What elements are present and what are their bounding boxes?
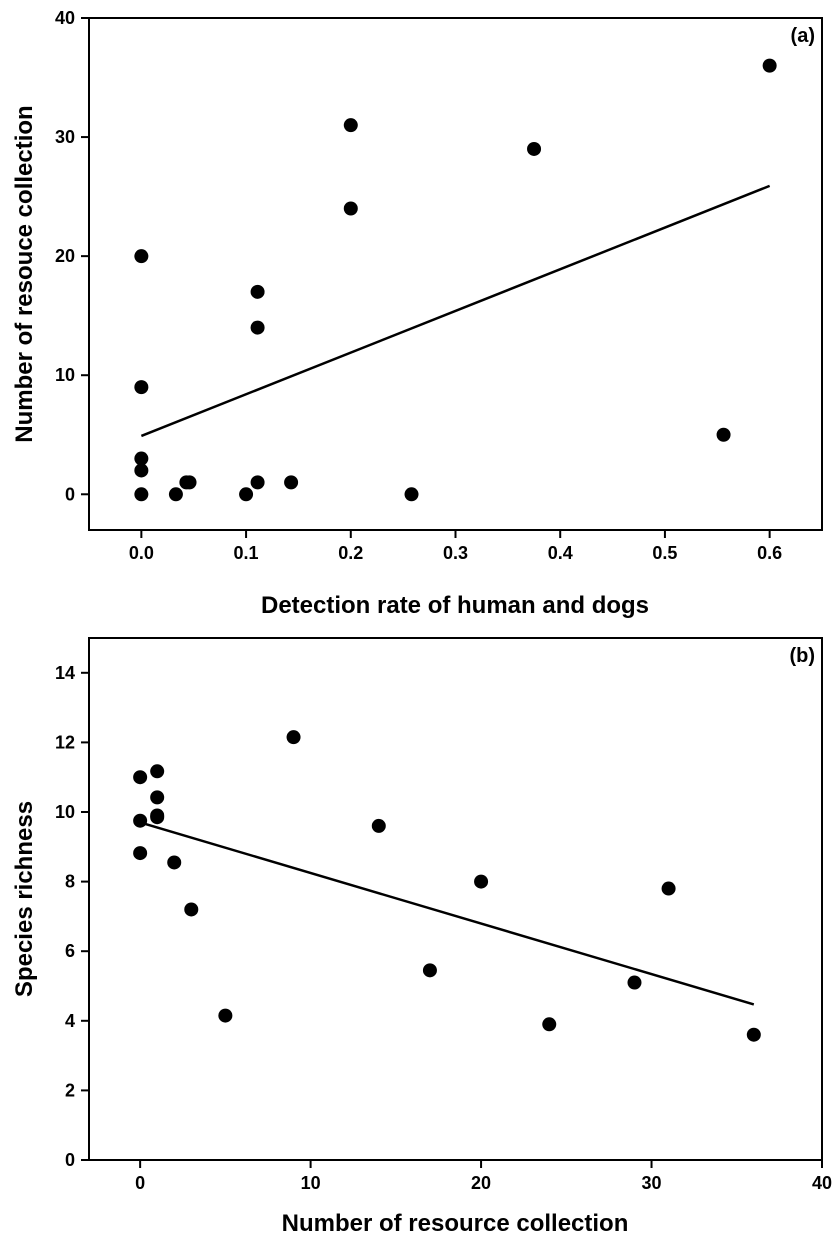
- panel-b-data-point: [150, 764, 165, 779]
- panel-b-points: [133, 730, 761, 1042]
- panel-a-data-point: [716, 427, 731, 442]
- panel-b-data-point: [371, 818, 386, 833]
- panel-a-y-tick-label: 20: [55, 246, 75, 266]
- panel-b: 0 10 20 30 40 0 2 4 6 8 10 12 14 (b) Number of reso…: [11, 637, 832, 1235]
- panel-b-data-point: [422, 963, 437, 978]
- panel-b-x-tick-label: 30: [642, 1173, 662, 1193]
- panel-b-data-point: [286, 730, 301, 745]
- panel-b-x-ticks: 0 10 20 30 40: [135, 1160, 832, 1193]
- panel-a-data-point: [239, 487, 254, 502]
- panel-b-y-tick-label: 2: [65, 1080, 75, 1100]
- panel-a-data-point: [343, 118, 358, 133]
- panel-a-y-tick-label: 0: [65, 484, 75, 504]
- panel-b-y-tick-label: 14: [55, 663, 75, 683]
- panel-a-y-tick-label: 30: [55, 127, 75, 147]
- panel-a-data-point: [250, 284, 265, 299]
- panel-b-y-tick-label: 0: [65, 1150, 75, 1170]
- panel-a-y-ticks: 0 10 20 30 40: [55, 8, 89, 504]
- panel-b-data-point: [661, 881, 676, 896]
- panel-b-y-tick-label: 4: [65, 1011, 75, 1031]
- panel-b-data-point: [746, 1027, 761, 1042]
- panel-a-x-ticks: 0.0 0.1 0.2 0.3 0.4 0.5 0.6: [129, 530, 782, 563]
- panel-a-x-tick-label: 0.1: [234, 543, 259, 563]
- panel-b-data-point: [474, 874, 489, 889]
- panel-a-fit-line: [140, 184, 771, 438]
- panel-a-data-point: [134, 487, 149, 502]
- panel-b-x-tick-label: 0: [135, 1173, 145, 1193]
- panel-a-x-axis-title: Detection rate of human and dogs: [261, 592, 649, 619]
- panel-a-data-point: [168, 487, 183, 502]
- panel-b-fit-line: [139, 821, 755, 1006]
- panel-b-data-point: [542, 1017, 557, 1032]
- panel-a-x-tick-label: 0.0: [129, 543, 154, 563]
- panel-b-data-point: [133, 813, 148, 828]
- panel-a-y-axis-title: Number of resouce collection: [11, 105, 38, 442]
- panel-a-data-point: [762, 58, 777, 73]
- panel-a-data-point: [134, 380, 149, 395]
- panel-a-data-point: [284, 475, 299, 490]
- panel-a-points: [134, 58, 777, 502]
- panel-a-tag: (a): [791, 25, 815, 47]
- panel-a-plot-frame: [88, 17, 823, 531]
- panel-a-x-tick-label: 0.4: [548, 543, 573, 563]
- panel-b-x-axis-title: Number of resource collection: [282, 1210, 629, 1235]
- panel-b-data-point: [167, 855, 182, 870]
- panel-b-x-tick-label: 40: [812, 1173, 832, 1193]
- panel-a-data-point: [134, 249, 149, 264]
- panel-b-tag: (b): [789, 645, 815, 667]
- panel-b-y-tick-label: 6: [65, 941, 75, 961]
- panel-a-x-tick-label: 0.3: [443, 543, 468, 563]
- panel-b-data-point: [150, 810, 165, 825]
- panel-a-y-tick-label: 10: [55, 365, 75, 385]
- panel-b-y-tick-label: 10: [55, 802, 75, 822]
- panel-b-y-ticks: 0 2 4 6 8 10 12 14: [55, 663, 89, 1170]
- panel-b-data-point: [627, 975, 642, 990]
- panel-b-data-point: [133, 770, 148, 785]
- panel-b-data-point: [218, 1008, 233, 1023]
- panel-a-data-point: [404, 487, 419, 502]
- panel-a-data-point: [527, 141, 542, 156]
- panel-a-x-tick-label: 0.2: [338, 543, 363, 563]
- panel-a-y-tick-label: 40: [55, 8, 75, 28]
- panel-b-plot-frame: [88, 637, 823, 1161]
- panel-a-data-point: [250, 320, 265, 335]
- panel-a-data-point: [134, 451, 149, 466]
- panel-b-data-point: [150, 790, 165, 805]
- panel-b-x-tick-label: 20: [471, 1173, 491, 1193]
- panel-b-x-tick-label: 10: [301, 1173, 321, 1193]
- panel-b-y-tick-label: 8: [65, 872, 75, 892]
- panel-a-data-point: [250, 475, 265, 490]
- panel-b-y-tick-label: 12: [55, 732, 75, 752]
- panel-a-x-tick-label: 0.6: [757, 543, 782, 563]
- panel-a: 0.0 0.1 0.2 0.3 0.4 0.5 0.6 0 10 20 30 40 (a) Dete…: [11, 8, 823, 619]
- panel-b-y-axis-title: Species richness: [11, 801, 38, 997]
- panel-a-data-point: [134, 463, 149, 478]
- panel-a-x-tick-label: 0.5: [652, 543, 677, 563]
- panel-b-data-point: [184, 902, 199, 917]
- panel-b-data-point: [133, 846, 148, 861]
- panel-a-data-point: [182, 475, 197, 490]
- panel-a-data-point: [343, 201, 358, 216]
